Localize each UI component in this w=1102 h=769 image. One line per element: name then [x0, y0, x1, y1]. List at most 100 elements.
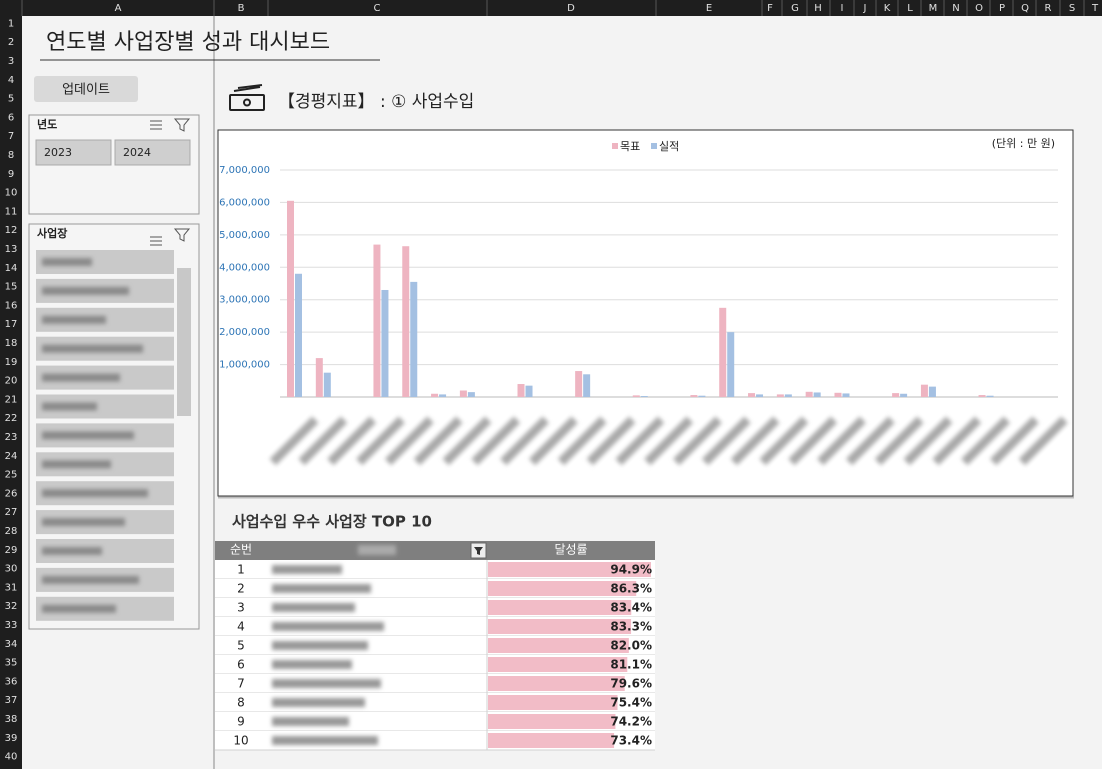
blurred-name — [272, 622, 384, 631]
row-header: 40 — [5, 752, 18, 763]
rate-label: 81.1% — [610, 658, 652, 672]
blurred-x-label — [327, 416, 377, 466]
legend-label: 목표 — [620, 140, 640, 153]
row-header: 31 — [5, 582, 18, 593]
blurred-label — [42, 575, 139, 584]
bar — [459, 390, 467, 397]
column-header: K — [884, 3, 891, 14]
rate-label: 83.3% — [610, 620, 652, 634]
row-header: 16 — [5, 300, 18, 311]
row-header: 20 — [5, 376, 18, 387]
unit-note: (단위 : 만 원) — [992, 137, 1055, 150]
update-button[interactable] — [34, 76, 138, 102]
row-header: 8 — [8, 150, 14, 161]
column-header: J — [863, 3, 867, 14]
column-header: H — [814, 3, 822, 14]
table-title: 사업수입 우수 사업장 TOP 10 — [232, 513, 432, 531]
blurred-x-label — [759, 416, 809, 466]
bar — [632, 395, 640, 397]
row-header: 3 — [8, 56, 14, 67]
bar — [756, 394, 764, 397]
scrollbar[interactable] — [177, 268, 191, 416]
bar — [719, 307, 727, 397]
dashboard-title: 연도별 사업장별 성과 대시보드 — [46, 30, 330, 55]
blurred-x-label — [701, 416, 751, 466]
column-header: N — [952, 3, 959, 14]
bar — [805, 391, 813, 397]
blurred-x-label — [442, 416, 492, 466]
rate-label: 94.9% — [610, 563, 652, 577]
bar — [431, 393, 439, 397]
row-header: 29 — [5, 545, 18, 556]
y-tick-label: 3,000,000 — [219, 295, 270, 306]
y-tick-label: 4,000,000 — [219, 262, 270, 273]
rank: 9 — [237, 715, 245, 729]
data-bar — [488, 733, 615, 748]
blurred-x-label — [413, 416, 463, 466]
bar — [381, 289, 389, 397]
update-button-label[interactable]: 업데이트 — [62, 83, 110, 98]
blurred-x-label — [528, 416, 578, 466]
column-header: O — [975, 3, 983, 14]
row-header: 7 — [8, 131, 14, 142]
row-header: 14 — [5, 263, 18, 274]
bar — [525, 385, 533, 397]
slicer-item-label[interactable]: 2024 — [123, 146, 151, 159]
row-header: 22 — [5, 413, 18, 424]
blurred-x-label — [644, 416, 694, 466]
filter-icon[interactable] — [474, 547, 483, 555]
y-tick-label: 2,000,000 — [219, 327, 270, 338]
blurred-x-label — [500, 416, 549, 466]
slicer-item[interactable] — [35, 139, 112, 166]
bar — [439, 394, 447, 397]
column-header: B — [238, 3, 245, 14]
column-header: M — [929, 3, 938, 14]
y-tick-label: 7,000,000 — [219, 165, 270, 176]
slicer-icons — [150, 118, 191, 246]
blurred-x-label — [1018, 416, 1068, 466]
row-header: 4 — [8, 75, 14, 86]
data-bar — [488, 581, 637, 596]
blurred-label — [42, 547, 102, 555]
bar — [900, 393, 908, 397]
bar — [727, 332, 735, 397]
row-header: 33 — [5, 620, 18, 631]
rate-label: 79.6% — [610, 677, 652, 691]
row-header: 27 — [5, 507, 18, 518]
row-header: 34 — [5, 639, 18, 650]
column-header-bar — [0, 0, 1102, 16]
row-header: 11 — [5, 206, 18, 217]
bar — [295, 273, 302, 397]
row-header: 10 — [5, 188, 18, 199]
blurred-label — [42, 604, 116, 613]
blurred-x-label — [874, 416, 924, 466]
blurred-x-label — [673, 416, 722, 466]
bar — [323, 372, 331, 397]
bar — [784, 394, 792, 397]
column-heading: 순번 — [230, 543, 252, 557]
bar — [410, 281, 418, 397]
blurred-label — [42, 344, 143, 353]
blurred-x-label — [298, 416, 348, 466]
column-header: G — [791, 3, 799, 14]
column-header: R — [1045, 3, 1052, 14]
column-header: T — [1091, 3, 1099, 14]
blurred-x-label — [903, 416, 953, 466]
blurred-label — [42, 286, 129, 295]
bar — [640, 396, 648, 397]
legend-label: 실적 — [659, 140, 679, 153]
blurred-name — [272, 679, 381, 688]
row-header: 28 — [5, 526, 18, 537]
rank: 2 — [237, 582, 245, 596]
row-header: 19 — [5, 357, 18, 368]
row-header: 13 — [5, 244, 18, 255]
blurred-label — [42, 431, 134, 440]
bar — [834, 392, 842, 397]
data-bar — [488, 619, 632, 634]
column-header: I — [841, 3, 844, 14]
row-header: 24 — [5, 451, 18, 462]
slicer-item[interactable] — [114, 139, 191, 166]
bar — [986, 395, 994, 397]
slicer-item-label[interactable]: 2023 — [44, 146, 72, 159]
rank: 4 — [237, 620, 245, 634]
